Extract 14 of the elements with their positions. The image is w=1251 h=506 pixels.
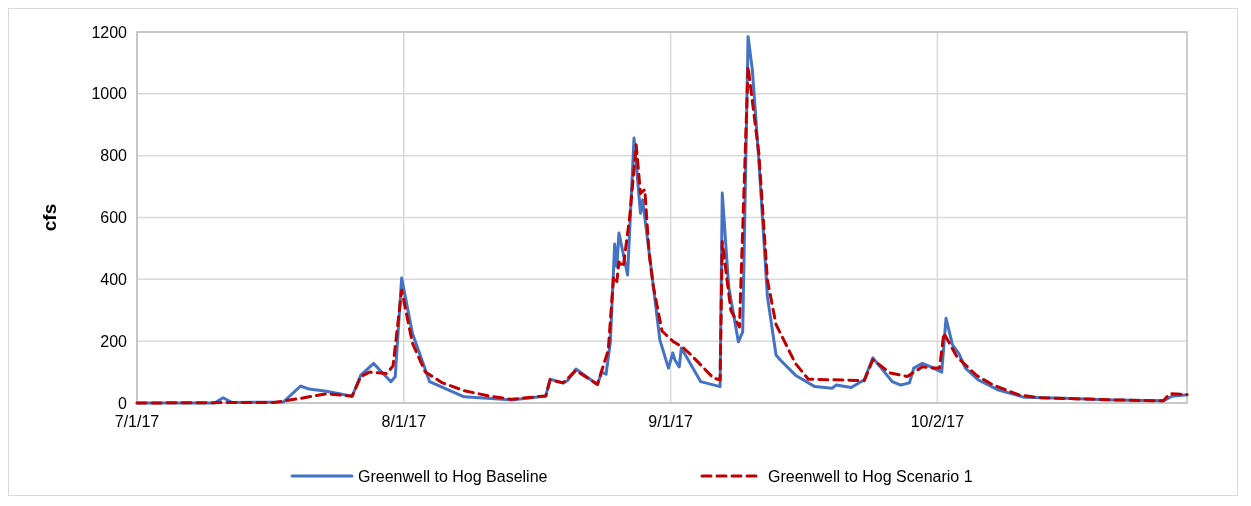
legend-label: Greenwell to Hog Baseline [358, 467, 548, 485]
y-tick-label: 1000 [91, 85, 128, 103]
y-tick-label: 200 [100, 332, 128, 350]
x-tick-label: 10/2/17 [910, 413, 965, 430]
y-tick-label: 600 [100, 209, 128, 227]
legend-label: Greenwell to Hog Scenario 1 [768, 467, 973, 485]
y-tick-label: 1200 [91, 23, 128, 41]
x-tick-label: 7/1/17 [114, 413, 160, 430]
x-tick-label: 8/1/17 [381, 413, 427, 430]
x-tick-label: 9/1/17 [648, 413, 693, 430]
y-tick-label: 400 [100, 270, 128, 288]
y-tick-label: 0 [118, 394, 128, 412]
y-tick-label: 800 [100, 147, 128, 165]
y-axis-title: cfs [39, 203, 60, 232]
